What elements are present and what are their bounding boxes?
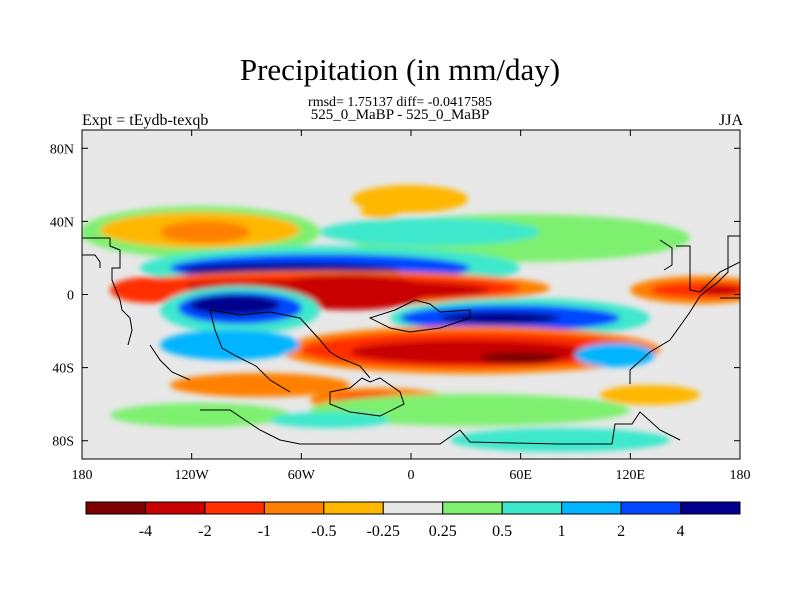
x-tick-label: 60W [288,468,316,483]
colorbar-label: 0.5 [492,523,512,540]
x-tick-label: 60E [509,468,532,483]
colorbar-label: -0.25 [367,523,400,540]
colorbar-swatch-0 [85,501,146,515]
x-tick-label: 120E [616,468,646,483]
colorbar-swatch-2 [204,501,265,515]
coastline-11 [149,344,191,381]
coastline-9 [629,235,740,384]
experiment-label: Expt = tEydb-texqb [82,112,209,129]
y-tick-label: 80N [50,142,74,157]
x-tick-label: 180 [72,468,93,483]
anomaly-blob-34 [310,394,630,426]
colorbar: -4 -2 -1 -0.5 -0.25 0.25 0.5 1 2 4 [85,501,741,540]
y-tick-label: 40N [50,215,74,230]
anomaly-blob-27 [700,285,740,295]
colorbar-swatch-5 [382,501,444,515]
colorbar-swatch-4 [323,501,384,515]
colorbar-swatch-7 [501,501,563,515]
coastline-2 [209,309,371,379]
anomaly-blob-6 [320,218,540,246]
y-tick-label: 80S [52,435,74,450]
case-subtitle: 525_0_MaBP - 525_0_MaBP [310,107,490,123]
coastline-6 [329,377,405,417]
colorbar-swatch-8 [561,501,622,515]
colorbar-label: 4 [677,523,685,540]
anomaly-blob-28 [160,330,300,360]
plot-area [82,130,740,459]
coastline-5 [611,411,681,445]
colorbar-swatch-10 [680,501,741,515]
colorbar-label: -0.5 [311,523,336,540]
colorbar-label: -1 [258,523,271,540]
anomaly-blob-5 [160,221,250,243]
coastline-7 [368,299,471,333]
coastline-8 [676,245,740,293]
anomaly-blob-0 [352,185,468,213]
colorbar-label: 0.25 [429,523,457,540]
anomaly-blob-33 [600,385,700,405]
colorbar-swatch-1 [144,501,206,515]
anomaly-fields [82,185,740,452]
coastline-0 [82,237,133,346]
colorbar-label: -2 [198,523,211,540]
chart-title: Precipitation (in mm/day) [239,52,561,87]
anomaly-blob-1 [360,206,400,218]
x-tick-label: 0 [408,468,415,483]
x-tick-label: 120W [175,468,210,483]
continent-outlines [82,235,740,445]
colorbar-label: 1 [558,523,566,540]
coastline-3 [209,309,291,393]
colorbar-label: -4 [139,523,152,540]
y-tick-label: 40S [52,362,74,377]
season-label: JJA [718,112,743,129]
colorbar-label: 2 [617,523,625,540]
axes: 180 120W 60W 0 60E 120E 180 80N 40N 0 40S 80S [50,130,751,483]
anomaly-blob-36 [450,428,670,452]
stats-subtitle: rmsd= 1.75137 diff= -0.0417585 [308,95,492,110]
x-tick-label: 180 [730,468,751,483]
colorbar-swatch-3 [263,501,325,515]
anomaly-blob-35 [110,403,290,427]
coastline-12 [659,239,673,271]
y-tick-label: 0 [67,289,74,304]
coastline-4 [200,409,612,445]
anomaly-blob-29 [575,343,655,367]
coastline-1 [82,254,101,268]
colorbar-swatch-6 [442,501,503,515]
anomaly-blob-14 [110,277,190,303]
anomaly-blob-24 [480,352,560,364]
anomaly-blob-37 [270,412,390,428]
colorbar-swatch-9 [620,501,682,515]
anomaly-blob-30 [170,373,350,397]
